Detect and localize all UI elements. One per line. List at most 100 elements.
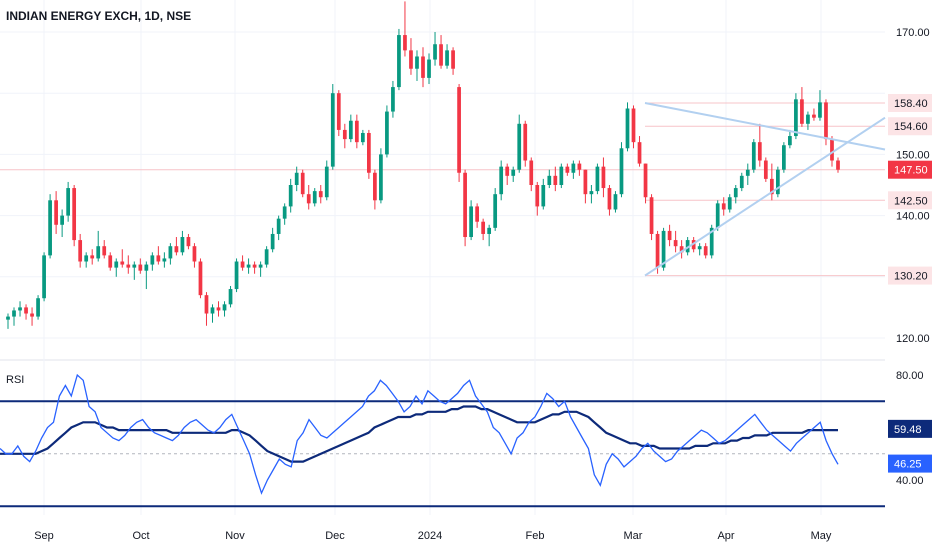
rsi-line (0, 373, 839, 495)
price-tag-label: 130.20 (894, 271, 928, 283)
candle-body (745, 169, 750, 176)
candle-body (673, 240, 678, 247)
candle-body (276, 218, 281, 234)
price-tag-bg (888, 191, 932, 210)
candle-body (727, 197, 732, 210)
candle-body (234, 261, 239, 290)
candle-body (595, 166, 600, 192)
price-tag-bg (888, 266, 932, 285)
candle-body (102, 246, 107, 256)
candle-body (6, 316, 10, 320)
candle-body (794, 99, 798, 137)
trendline (644, 116, 886, 277)
candle-body (601, 166, 606, 189)
candle-body (469, 206, 473, 238)
price-tag-bg (888, 160, 932, 179)
candle-body (144, 264, 149, 271)
candle-body (348, 120, 353, 140)
price-tags-layer: 158.40 154.60 147.50 142.50 130.20 59.48 46.25 (888, 93, 932, 473)
candle-body (18, 307, 22, 311)
price-tag-bg (888, 117, 932, 136)
candle-body (42, 255, 46, 299)
candle-body (385, 111, 389, 155)
candle-body (830, 139, 834, 161)
time-axis-label: Mar (624, 530, 643, 542)
candle-body (607, 188, 612, 210)
rsi-ma-value-tag: 59.48 (894, 424, 922, 436)
candle-body (156, 255, 161, 262)
candle-body (318, 191, 323, 198)
trendlines-layer (644, 102, 886, 277)
rsi-layer (0, 373, 885, 508)
trendline (644, 102, 886, 151)
candle-body (661, 230, 666, 268)
candle-body (132, 264, 137, 268)
candle-body (800, 99, 804, 124)
candle-body (84, 255, 89, 262)
candle-body (739, 175, 744, 189)
candle-body (264, 249, 269, 265)
candle-body (541, 185, 546, 207)
rsi-title: RSI (6, 374, 24, 386)
candle-body (192, 246, 197, 262)
candle-body (415, 56, 419, 69)
candle-body (72, 188, 77, 241)
candle-body (12, 310, 16, 317)
candle-body (373, 172, 377, 201)
candle-body (162, 258, 167, 262)
candle-body (228, 289, 233, 305)
candle-body (150, 255, 155, 265)
price-tag-bg (888, 93, 932, 112)
candle-body (565, 166, 570, 173)
candle-body (168, 246, 173, 259)
candle-body (836, 160, 840, 170)
candle-body (505, 166, 510, 176)
candle-body (282, 206, 287, 219)
rsi-axis-label: 40.00 (896, 475, 924, 487)
candle-body (517, 123, 522, 170)
candle-body (138, 264, 143, 271)
candle-body (535, 185, 540, 207)
candle-body (48, 200, 52, 256)
candle-body (126, 264, 131, 268)
candle-body (643, 163, 648, 198)
candle-body (511, 169, 516, 176)
candle-body (379, 154, 383, 201)
candle-body (306, 194, 311, 204)
candle-body (559, 166, 564, 185)
candle-body (120, 261, 125, 265)
candle-body (60, 215, 64, 225)
candle-body (697, 246, 702, 250)
time-axis-label: Oct (132, 530, 149, 542)
candle-body (96, 246, 101, 259)
candle-body (216, 307, 221, 311)
candle-body (336, 93, 341, 130)
candle-body (493, 194, 498, 228)
candle-body (204, 295, 209, 314)
candle-body (36, 298, 40, 317)
candle-body (655, 233, 660, 268)
candle-body (330, 93, 335, 167)
price-axis-label: 150.00 (896, 149, 930, 161)
candle-body (174, 246, 179, 253)
candle-body (631, 108, 636, 143)
candle-body (625, 108, 630, 149)
candle-body (54, 200, 58, 225)
candle-body (354, 120, 359, 143)
rsi-ma-line (0, 405, 838, 463)
candle-body (481, 221, 486, 234)
price-axis-label: 170.00 (896, 27, 930, 39)
rsi-ma-value-tag-bg (888, 419, 932, 438)
rsi-value-tag-bg (888, 454, 932, 473)
time-axis-label: Dec (325, 530, 345, 542)
candle-body (210, 307, 215, 314)
candle-body (523, 123, 528, 161)
candle-body (577, 163, 582, 170)
candle-body (583, 169, 588, 195)
candle-body (685, 240, 690, 253)
price-axis-label: 120.00 (896, 333, 930, 345)
candle-body (186, 237, 191, 247)
candle-body (812, 114, 816, 118)
candle-body (391, 87, 395, 112)
